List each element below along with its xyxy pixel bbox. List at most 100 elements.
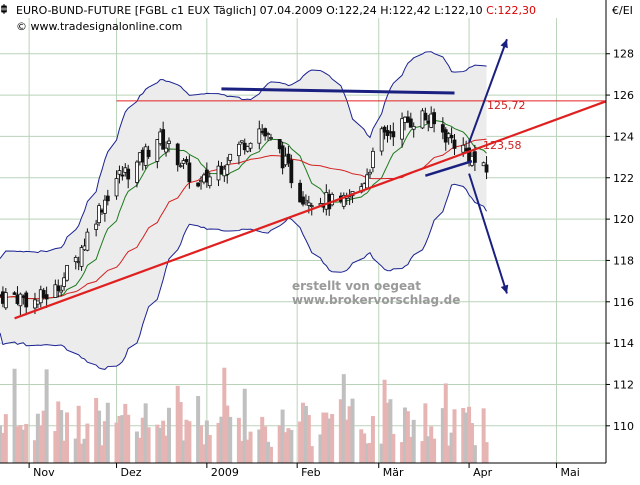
- volume-bar: [184, 419, 189, 463]
- volume-bar: [65, 412, 70, 463]
- volume-bar: [245, 439, 250, 463]
- volume-bar: [362, 433, 367, 463]
- x-tick-label: Dez: [121, 466, 142, 479]
- volume-bar: [385, 402, 390, 463]
- candle-body: [382, 126, 387, 133]
- volume-bar: [35, 413, 40, 463]
- x-tick-label: Mär: [383, 466, 404, 479]
- y-tick-label: 118: [613, 254, 634, 267]
- candle-body: [411, 125, 416, 130]
- support-trendline: [14, 100, 607, 320]
- volume-bar: [242, 388, 247, 463]
- volume-bar: [79, 443, 84, 463]
- candle-body: [266, 133, 270, 135]
- candle-body: [408, 118, 413, 128]
- volume-bar: [338, 399, 343, 463]
- volume-bar: [268, 446, 273, 463]
- volume-bar: [330, 414, 335, 463]
- currency-label: €/EI: [612, 4, 633, 17]
- volume-bar: [481, 408, 486, 463]
- candle-body: [94, 223, 99, 230]
- candle-body: [304, 199, 308, 203]
- volume-bar: [12, 368, 17, 463]
- y-tick-label: 122: [613, 172, 634, 185]
- volume-bar: [225, 405, 230, 463]
- candle-body: [167, 140, 171, 144]
- candle-body: [146, 149, 151, 157]
- candle-body: [65, 265, 69, 281]
- volume-bar: [178, 402, 183, 463]
- volume-bar: [484, 442, 489, 463]
- volume-bar: [137, 437, 142, 463]
- volume-bar: [408, 436, 413, 463]
- y-tick-label: 112: [613, 378, 634, 391]
- candle-body: [117, 170, 122, 175]
- y-tick-label: 124: [613, 130, 634, 143]
- candle-body: [298, 182, 302, 203]
- volume-bar: [432, 438, 437, 463]
- volume-bar: [248, 431, 253, 463]
- volume-bar: [283, 432, 288, 463]
- volume-bar: [204, 420, 209, 463]
- watermark-site: www.brokervorschlag.de: [292, 293, 460, 307]
- candle-body: [12, 292, 17, 295]
- candle-body: [59, 289, 64, 293]
- candle-body: [440, 124, 445, 133]
- y-tick-label: 116: [613, 296, 634, 309]
- volume-bar: [347, 406, 352, 463]
- watermark-author: erstellt von oegeat: [292, 279, 421, 293]
- volume-bars: [0, 367, 489, 463]
- volume-bar: [344, 419, 349, 463]
- volume-bar: [341, 374, 346, 463]
- candle-body: [449, 134, 454, 139]
- volume-bar: [388, 399, 393, 463]
- candle-body: [56, 285, 61, 291]
- volume-bar: [187, 421, 192, 463]
- volume-bar: [368, 442, 373, 463]
- candle-body: [452, 139, 457, 149]
- candle-body: [248, 142, 253, 149]
- volume-bar: [370, 416, 375, 463]
- candle-body: [3, 292, 8, 309]
- volume-bar: [423, 403, 428, 463]
- volume-bar: [97, 410, 102, 463]
- volume-bar: [289, 430, 294, 463]
- candle-body: [97, 205, 101, 224]
- candle-body: [484, 164, 489, 173]
- candle-body: [432, 112, 437, 125]
- volume-bar: [429, 426, 434, 463]
- breakout-up-arrow-shaft: [468, 38, 508, 143]
- volume-bar: [181, 440, 186, 463]
- volume-bar: [146, 427, 151, 463]
- trend-drawings: [14, 38, 607, 320]
- volume-bar: [426, 436, 431, 463]
- candle-body: [237, 143, 241, 157]
- volume-bar: [449, 432, 454, 463]
- candle-body: [225, 164, 230, 175]
- candle-body: [228, 153, 233, 161]
- candle-body: [73, 257, 78, 263]
- volume-bar: [469, 423, 474, 463]
- volume-bar: [53, 431, 58, 463]
- candle-body: [184, 159, 189, 163]
- volume-bar: [59, 410, 64, 463]
- candle-body: [257, 128, 262, 144]
- volume-bar: [166, 407, 171, 463]
- upper-band: [0, 51, 487, 259]
- volume-bar: [350, 398, 355, 463]
- volume-bar: [222, 367, 227, 463]
- volume-bar: [379, 443, 384, 463]
- volume-bar: [44, 369, 49, 463]
- volume-bar: [280, 409, 285, 463]
- volume-bar: [117, 415, 122, 463]
- candle-body: [371, 150, 375, 169]
- volume-bar: [32, 440, 37, 463]
- volume-bar: [391, 433, 396, 463]
- volume-bar: [38, 425, 43, 463]
- candle-body: [62, 277, 66, 287]
- volume-bar: [236, 417, 241, 463]
- volume-bar: [102, 421, 107, 463]
- candle-body: [44, 294, 49, 300]
- volume-bar: [263, 426, 268, 463]
